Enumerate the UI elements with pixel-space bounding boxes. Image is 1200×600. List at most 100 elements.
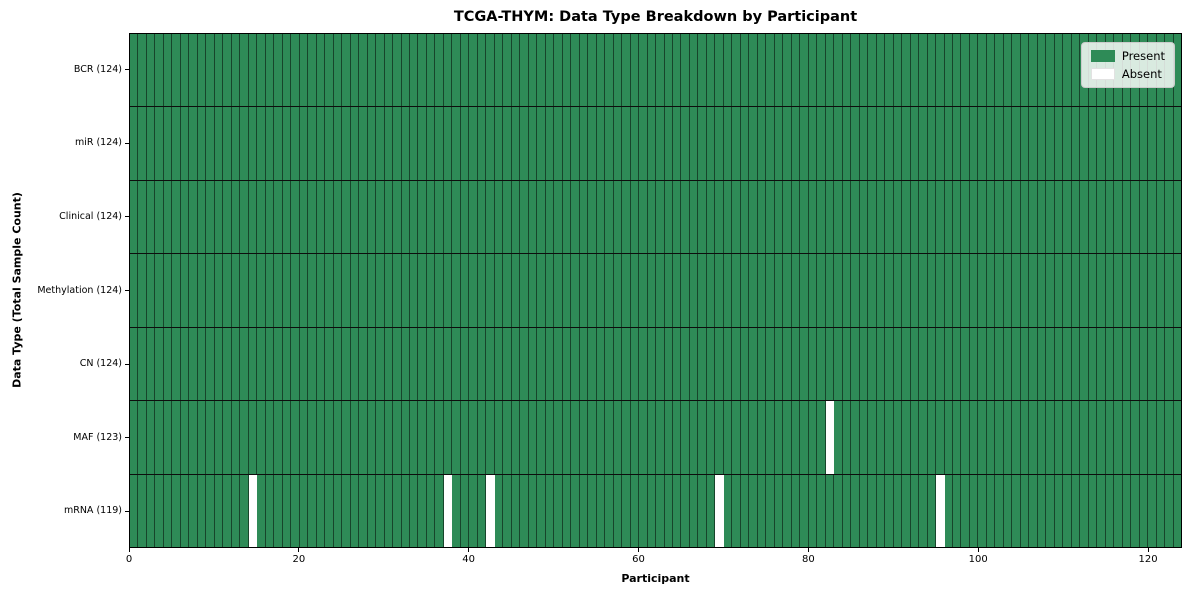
heatmap-cell-present [757, 327, 767, 401]
heatmap-cell-present [257, 107, 266, 180]
x-tick-mark [1147, 548, 1149, 552]
heatmap-cell-present [393, 180, 402, 254]
heatmap-cell-present [452, 180, 461, 254]
heatmap-row-maf [130, 400, 1182, 474]
heatmap-cell-present [1029, 180, 1038, 254]
heatmap-cell-present [588, 107, 597, 180]
heatmap-cell-present [435, 254, 444, 327]
heatmap-cell-present [274, 327, 283, 401]
heatmap-cell-present [817, 107, 826, 180]
heatmap-cell-present [528, 401, 538, 474]
heatmap-cell-present [689, 327, 699, 401]
heatmap-cell-present [715, 254, 724, 327]
heatmap-cell-present [936, 34, 945, 107]
heatmap-cell-present [1071, 180, 1081, 254]
heatmap-cell-present [146, 107, 156, 180]
heatmap-cell-present [927, 180, 937, 254]
heatmap-cell-present [605, 107, 614, 180]
heatmap-cell-present [571, 180, 580, 254]
heatmap-cell-present [1131, 107, 1140, 180]
heatmap-cell-present [1020, 34, 1030, 107]
heatmap-cell-present [545, 327, 555, 401]
heatmap-cell-present [825, 254, 835, 327]
heatmap-cell-present [554, 34, 563, 107]
heatmap-cell-present [622, 180, 631, 254]
heatmap-cell-present [1080, 474, 1089, 547]
heatmap-cell-present [562, 34, 572, 107]
heatmap-cell-present [579, 401, 589, 474]
heatmap-cell-present [376, 254, 385, 327]
heatmap-cell-present [893, 401, 903, 474]
heatmap-cell-present [723, 34, 733, 107]
heatmap-cell-present [944, 474, 953, 547]
heatmap-cell-present [842, 107, 852, 180]
x-tick-label: 0 [125, 554, 133, 565]
heatmap-cell-present [961, 180, 970, 254]
heatmap-cell-present [240, 254, 249, 327]
heatmap-cell-present [791, 474, 801, 547]
y-tick-mark [125, 216, 129, 218]
heatmap-cell-present [1122, 180, 1132, 254]
heatmap-cell-present [299, 474, 309, 547]
heatmap-cell-present [774, 474, 784, 547]
heatmap-cell-present [554, 254, 563, 327]
heatmap-cell-present [223, 180, 232, 254]
heatmap-cell-present [1122, 474, 1132, 547]
heatmap-cell-present [783, 254, 792, 327]
heatmap-cell-present [367, 401, 377, 474]
heatmap-cell-present [342, 107, 351, 180]
heatmap-cell-present [333, 254, 343, 327]
heatmap-cell-present [834, 327, 843, 401]
heatmap-cell-present [859, 254, 869, 327]
heatmap-cell-present [1173, 327, 1182, 401]
heatmap-cell-present [494, 34, 504, 107]
heatmap-cell-present [435, 401, 444, 474]
heatmap-cell-present [469, 254, 478, 327]
heatmap-cell-present [715, 327, 724, 401]
heatmap-cell-present [689, 401, 699, 474]
heatmap-cell-present [868, 34, 877, 107]
heatmap-cell-present [299, 327, 309, 401]
heatmap-cell-present [851, 180, 860, 254]
heatmap-cell-present [494, 180, 504, 254]
y-tick-label-mir: miR (124) [74, 137, 122, 149]
heatmap-cell-present [740, 474, 750, 547]
heatmap-cell-present [1063, 401, 1072, 474]
heatmap-cell-present [689, 254, 699, 327]
heatmap-cell-present [520, 180, 529, 254]
heatmap-cell-present [605, 34, 614, 107]
heatmap-cell-present [562, 401, 572, 474]
heatmap-cell-present [418, 34, 427, 107]
heatmap-cell-present [766, 474, 775, 547]
heatmap-cell-present [138, 327, 147, 401]
heatmap-cell-present [723, 401, 733, 474]
heatmap-cell-present [163, 327, 173, 401]
heatmap-cell-present [316, 401, 326, 474]
heatmap-cell-present [656, 401, 665, 474]
heatmap-cell-present [986, 254, 996, 327]
heatmap-cell-present [851, 401, 860, 474]
heatmap-cell-present [842, 474, 852, 547]
heatmap-cell-present [1029, 254, 1038, 327]
heatmap-cell-present [130, 474, 139, 547]
heatmap-cell-present [910, 401, 920, 474]
heatmap-cell-present [1139, 474, 1149, 547]
heatmap-cell-present [155, 327, 164, 401]
heatmap-cell-present [367, 34, 377, 107]
heatmap-row-mrna [130, 473, 1182, 547]
heatmap-cell-present [919, 254, 928, 327]
heatmap-cell-present [452, 474, 461, 547]
heatmap-cell-present [579, 474, 589, 547]
heatmap-cell-present [851, 474, 860, 547]
heatmap-cell-present [800, 34, 809, 107]
heatmap-cell-present [902, 107, 911, 180]
heatmap-cell-present [443, 327, 453, 401]
heatmap-cell-present [537, 34, 546, 107]
heatmap-cell-absent [715, 474, 724, 547]
heatmap-cell-present [698, 327, 707, 401]
heatmap-cell-present [927, 34, 937, 107]
heatmap-cell-present [1080, 107, 1089, 180]
heatmap-cell-present [808, 474, 818, 547]
heatmap-cell-present [1165, 401, 1174, 474]
heatmap-cell-present [1114, 180, 1123, 254]
